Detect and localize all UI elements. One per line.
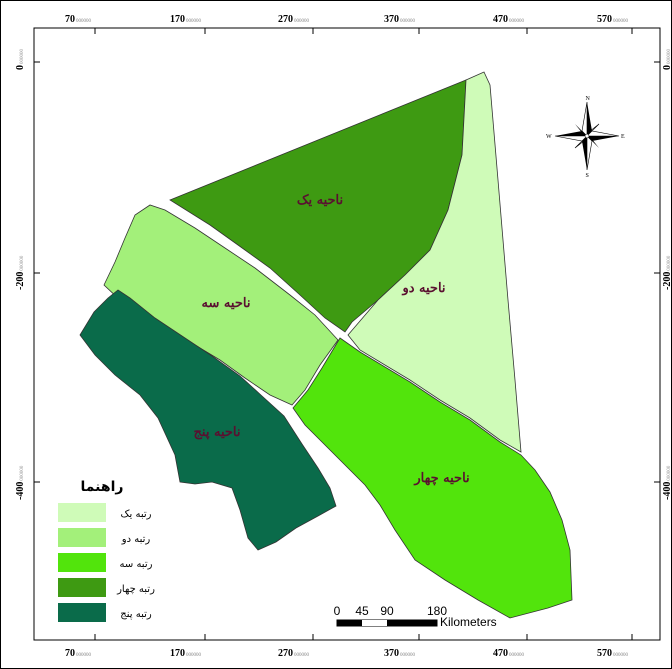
region-label-do: ناحیه دو [401,281,445,296]
legend-label-2: رتبه دو [121,534,151,545]
legend-swatch-2 [58,528,106,547]
scale-bar: 0 45 90 180 Kilometers [334,604,497,629]
x-tick-bottom-270: 270000000 [278,648,310,659]
y-tick-left-0: 0000000 [15,49,26,71]
legend: راهنما رتبه یک رتبه دو رتبه سه رتبه چهار… [58,479,155,622]
compass-east-label: E [621,134,625,140]
y-tick-right-400: -400000000 [662,465,672,500]
x-tick-bottom-570: 570000000 [597,648,629,659]
legend-label-1: رتبه یک [121,509,152,520]
region-label-se: ناحیه سه [202,296,251,311]
x-tick-top-70: 70000000 [65,14,92,25]
x-tick-top-170: 170000000 [170,14,202,25]
region-label-chahar: ناحیه چهار [413,471,469,486]
legend-label-4: رتبه چهار [116,584,155,595]
region-chahar[interactable] [292,337,573,619]
legend-swatch-1 [58,503,106,522]
region-do[interactable] [347,71,522,453]
compass-west-label: W [546,134,552,140]
scale-label-180: 180 [427,604,447,618]
legend-swatch-4 [58,578,106,597]
legend-label-3: رتبه سه [120,559,153,570]
legend-swatch-5 [58,603,106,622]
compass-north-label: N [586,96,591,102]
region-label-panj: ناحیه پنج [194,425,241,440]
scale-segment-1 [337,620,362,626]
legend-swatch-3 [58,553,106,572]
x-tick-top-570: 570000000 [597,14,629,25]
y-tick-right-0: 0000000 [662,49,672,71]
y-tick-left-400: -400000000 [15,465,26,500]
y-tick-left-200: -200000000 [15,255,26,290]
scale-segment-2 [362,620,387,626]
region-label-yek: ناحیه یک [297,193,343,208]
scale-label-0: 0 [334,604,341,618]
x-tick-bottom-170: 170000000 [170,648,202,659]
legend-title: راهنما [81,479,124,495]
x-tick-top-470: 470000000 [493,14,525,25]
x-tick-bottom-470: 470000000 [493,648,525,659]
legend-label-5: رتبه پنج [120,609,152,620]
grid-ticks [34,28,660,640]
x-tick-bottom-70: 70000000 [65,648,92,659]
region-panj[interactable] [79,289,337,551]
x-tick-top-370: 370000000 [384,14,416,25]
compass-south-label: S [586,173,589,179]
compass-rose-icon: N S W E [546,96,625,179]
scale-label-90: 90 [380,604,394,618]
scale-segment-3 [387,620,437,626]
x-tick-top-270: 270000000 [278,14,310,25]
scale-unit-label: Kilometers [440,615,497,629]
x-tick-bottom-370: 370000000 [384,648,416,659]
scale-label-45: 45 [355,604,369,618]
y-tick-right-200: -200000000 [662,255,672,290]
